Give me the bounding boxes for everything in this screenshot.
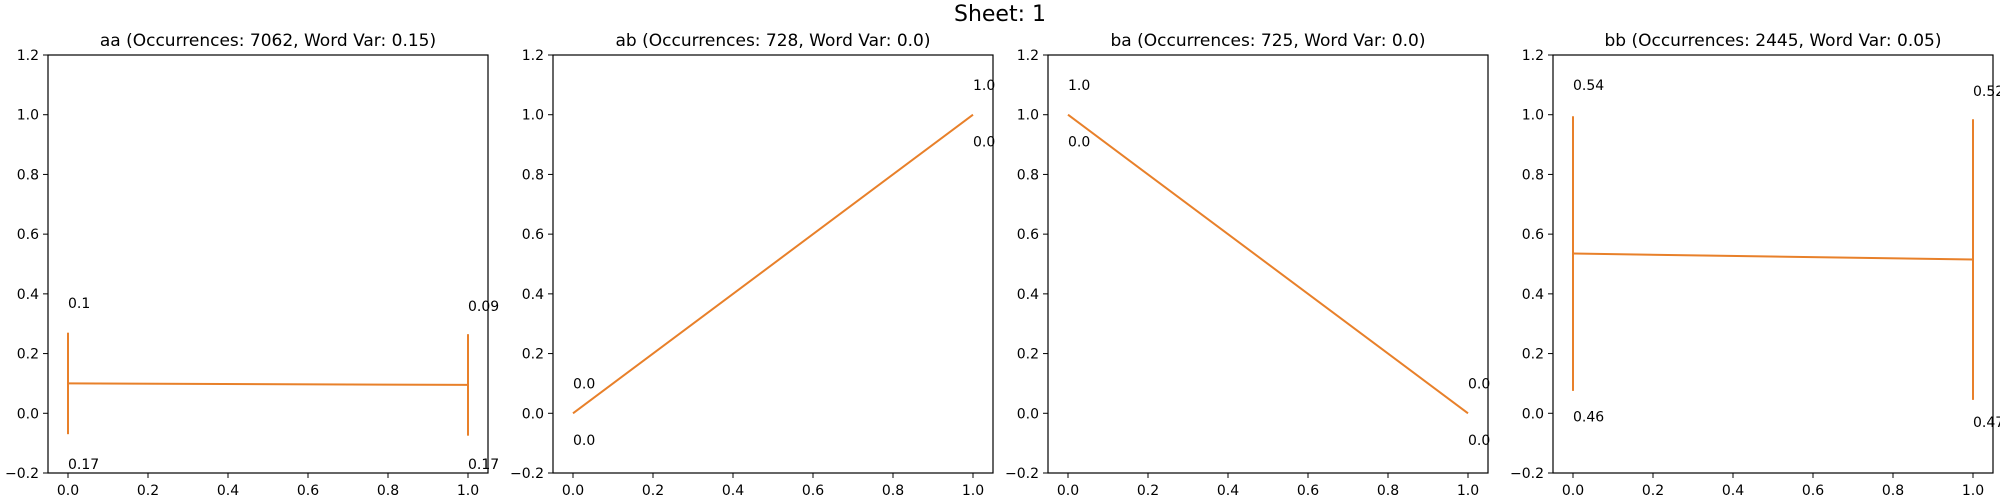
y-tick-label: 0.2: [1522, 347, 1544, 363]
subplot-title: ba (Occurrences: 725, Word Var: 0.0): [1111, 31, 1426, 51]
y-tick-label: 1.0: [1017, 108, 1039, 124]
x-tick-label: 0.2: [137, 483, 159, 499]
x-tick-label: 0.2: [1642, 483, 1664, 499]
x-tick-label: 0.6: [297, 483, 319, 499]
x-tick-label: 0.6: [1802, 483, 1824, 499]
y-tick-label: 1.0: [1522, 108, 1544, 124]
y-tick-label: 0.6: [1522, 227, 1544, 243]
y-tick-label: 1.0: [17, 108, 39, 124]
y-tick-label: 0.2: [1017, 347, 1039, 363]
subplot-title: ab (Occurrences: 728, Word Var: 0.0): [616, 31, 931, 51]
data-annotation: 0.52: [1973, 84, 2000, 100]
y-tick-label: 0.8: [17, 167, 39, 183]
y-tick-label: 0.8: [1017, 167, 1039, 183]
y-tick-label: 0.4: [17, 287, 39, 303]
y-tick-label: 0.2: [522, 347, 544, 363]
series-line: [1573, 254, 1973, 260]
data-annotation: 0.0: [573, 376, 595, 392]
subplot-4: bb (Occurrences: 2445, Word Var: 0.05) 0.…: [1510, 31, 2000, 499]
x-tick-label: 0.4: [1217, 483, 1239, 499]
data-annotation: 1.0: [973, 78, 995, 94]
x-tick-label: 0.0: [1562, 483, 1584, 499]
x-tick-label: 0.6: [802, 483, 824, 499]
y-tick-label: 0.4: [1522, 287, 1544, 303]
y-tick-label: 0.0: [522, 406, 544, 422]
x-tick-label: 0.8: [377, 483, 399, 499]
series-line: [573, 115, 973, 414]
y-tick-label: 1.2: [1522, 48, 1544, 64]
y-tick-label: −0.2: [510, 466, 544, 482]
y-tick-label: 0.6: [1017, 227, 1039, 243]
y-tick-label: 0.8: [522, 167, 544, 183]
x-tick-label: 0.6: [1297, 483, 1319, 499]
x-tick-label: 0.8: [1377, 483, 1399, 499]
y-tick-label: 0.0: [1017, 406, 1039, 422]
x-tick-label: 1.0: [1962, 483, 1984, 499]
data-annotation: 0.54: [1573, 78, 1604, 94]
axes-frame: [1553, 55, 1993, 473]
y-tick-label: 0.4: [1017, 287, 1039, 303]
data-annotation: 1.0: [1068, 78, 1090, 94]
series-line: [1068, 115, 1468, 414]
x-tick-label: 0.2: [1137, 483, 1159, 499]
x-tick-label: 1.0: [1457, 483, 1479, 499]
y-tick-label: 1.2: [17, 48, 39, 64]
x-tick-label: 0.8: [1882, 483, 1904, 499]
x-tick-label: 0.2: [642, 483, 664, 499]
subplot-1: aa (Occurrences: 7062, Word Var: 0.15) 0.…: [5, 31, 499, 499]
x-tick-label: 0.0: [57, 483, 79, 499]
data-annotation: 0.0: [1468, 433, 1490, 449]
data-annotation: 0.17: [68, 457, 99, 473]
subplot-title: aa (Occurrences: 7062, Word Var: 0.15): [100, 31, 436, 51]
y-tick-label: 0.6: [17, 227, 39, 243]
x-tick-label: 0.8: [882, 483, 904, 499]
x-tick-label: 0.4: [1722, 483, 1744, 499]
subplot-2: ab (Occurrences: 728, Word Var: 0.0) 0.0 0…: [510, 31, 995, 499]
y-tick-label: −0.2: [5, 466, 39, 482]
data-annotation: 0.09: [468, 299, 499, 315]
y-tick-label: 1.2: [522, 48, 544, 64]
data-annotation: 0.46: [1573, 409, 1604, 425]
y-tick-label: 0.4: [522, 287, 544, 303]
y-tick-label: 1.0: [522, 108, 544, 124]
y-tick-label: 0.0: [1522, 406, 1544, 422]
data-annotation: 0.0: [1068, 135, 1090, 151]
axes-frame: [48, 55, 488, 473]
y-tick-label: −0.2: [1005, 466, 1039, 482]
data-annotation: 0.1: [68, 296, 90, 312]
y-tick-label: 0.0: [17, 406, 39, 422]
subplot-3: ba (Occurrences: 725, Word Var: 0.0) 0.0 0…: [1005, 31, 1490, 499]
subplot-title: bb (Occurrences: 2445, Word Var: 0.05): [1604, 31, 1941, 51]
x-tick-label: 1.0: [457, 483, 479, 499]
data-annotation: 0.0: [1468, 376, 1490, 392]
x-tick-label: 1.0: [962, 483, 984, 499]
data-annotation: 0.47: [1973, 415, 2000, 431]
x-tick-label: 0.4: [722, 483, 744, 499]
data-annotation: 0.0: [973, 135, 995, 151]
x-tick-label: 0.4: [217, 483, 239, 499]
y-tick-label: 0.8: [1522, 167, 1544, 183]
series-line: [68, 383, 468, 384]
data-annotation: 0.0: [573, 433, 595, 449]
data-annotation: 0.17: [468, 457, 499, 473]
x-tick-label: 0.0: [562, 483, 584, 499]
y-tick-label: 0.2: [17, 347, 39, 363]
y-tick-label: 0.6: [522, 227, 544, 243]
x-tick-label: 0.0: [1057, 483, 1079, 499]
y-tick-label: 1.2: [1017, 48, 1039, 64]
y-tick-label: −0.2: [1510, 466, 1544, 482]
